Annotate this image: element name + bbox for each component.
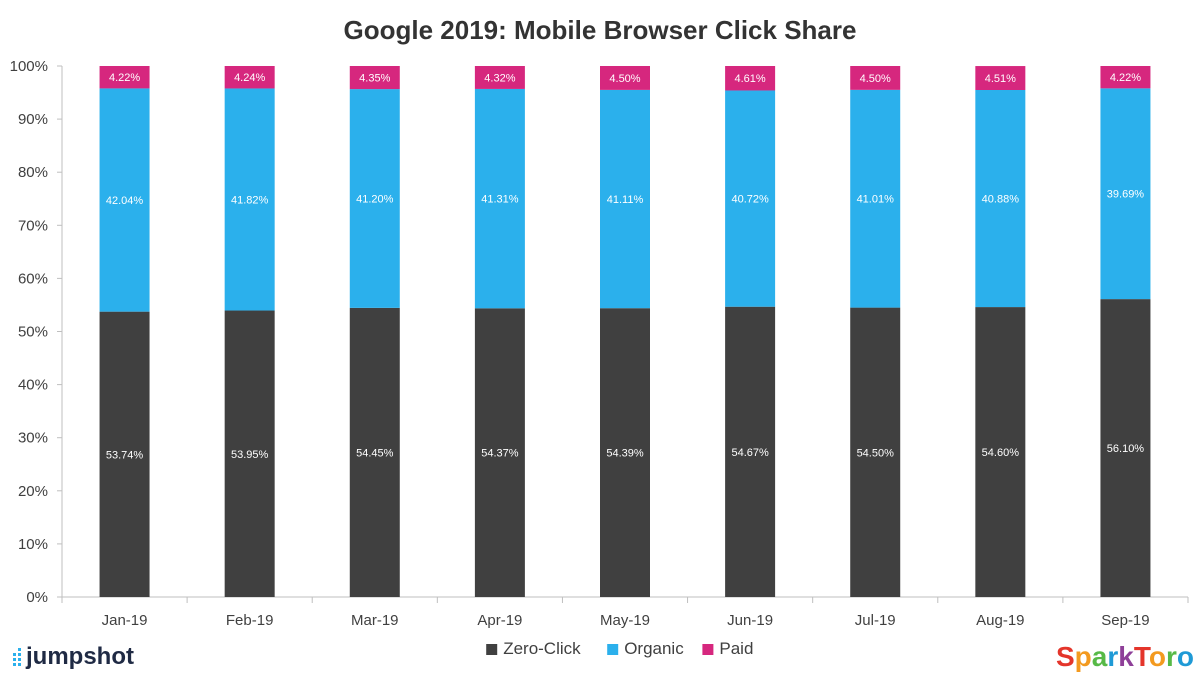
bar-zero-click <box>725 306 776 597</box>
y-tick-label: 70% <box>18 217 48 234</box>
bar-organic <box>850 89 901 308</box>
y-tick-label: 40% <box>18 377 48 394</box>
x-tick-label: Jan-19 <box>102 612 148 629</box>
jumpshot-dots-icon <box>13 648 21 666</box>
legend-swatch <box>702 644 714 655</box>
legend-swatch <box>486 644 498 655</box>
bar-paid <box>850 66 901 90</box>
y-tick-label: 0% <box>26 589 48 606</box>
data-label: 40.88% <box>982 194 1020 206</box>
jumpshot-dot <box>13 653 16 656</box>
bars <box>99 66 1151 597</box>
data-labels: 53.74% 42.04% 4.22% 53.95% 41.82% 4.24% 54.45%… <box>106 72 1144 461</box>
data-label: 4.32% <box>484 72 515 84</box>
y-tick-label: 30% <box>18 430 48 447</box>
jumpshot-dot <box>18 653 21 656</box>
bar-zero-click <box>99 311 150 597</box>
bar-paid <box>224 66 275 89</box>
jumpshot-logo-text: jumpshot <box>25 643 134 670</box>
bar-paid <box>600 66 650 90</box>
y-tick-label: 20% <box>18 483 48 500</box>
x-tick-label: Jun-19 <box>727 612 773 629</box>
bar-organic <box>725 90 776 307</box>
data-label: 53.74% <box>106 449 144 461</box>
data-label: 4.22% <box>109 72 140 84</box>
bar-paid <box>975 66 1026 91</box>
jumpshot-dot <box>13 663 16 666</box>
legend: Zero-Click Organic Paid <box>486 639 753 658</box>
jumpshot-dot <box>18 658 21 661</box>
data-label: 41.11% <box>607 194 644 206</box>
jumpshot-dot <box>13 658 16 661</box>
bar-paid <box>725 66 776 91</box>
legend-label: Zero-Click <box>503 639 581 658</box>
data-label: 4.51% <box>985 73 1016 85</box>
y-tick-label: 90% <box>18 111 48 128</box>
legend-label: Paid <box>719 639 753 658</box>
y-axis: 0% 10% 20% 30% 40% 50% 60% 70% 80% 90% 100% <box>10 58 63 606</box>
x-tick-label: May-19 <box>600 612 650 629</box>
x-tick-label: Apr-19 <box>477 612 522 629</box>
data-label: 54.60% <box>982 447 1020 459</box>
data-label: 53.95% <box>231 449 269 461</box>
bar-organic <box>975 90 1026 308</box>
jumpshot-dot <box>18 663 21 666</box>
y-tick-label: 80% <box>18 164 48 181</box>
bar-organic <box>99 88 150 312</box>
bar-paid <box>1100 66 1151 89</box>
bar-zero-click <box>474 308 525 597</box>
x-tick-label: Feb-19 <box>226 612 274 629</box>
data-label: 4.61% <box>735 73 766 85</box>
jumpshot-logo: jumpshot <box>13 643 134 670</box>
bar-organic <box>600 89 650 309</box>
data-label: 42.04% <box>106 195 144 207</box>
chart-title: Google 2019: Mobile Browser Click Share <box>344 15 857 45</box>
bar-zero-click <box>850 307 901 597</box>
x-tick-label: Jul-19 <box>855 612 896 629</box>
data-label: 54.67% <box>731 447 769 459</box>
x-axis: Jan-19 Feb-19 Mar-19 Apr-19 May-19 Jun-19 Jul-… <box>61 596 1189 629</box>
data-label: 40.72% <box>731 194 769 206</box>
bar-paid <box>474 66 525 89</box>
data-label: 41.82% <box>231 194 269 206</box>
bar-paid <box>99 66 150 89</box>
jumpshot-dot <box>18 648 21 651</box>
bar-organic <box>349 89 400 308</box>
bar-paid <box>349 66 400 90</box>
bar-organic <box>224 88 275 311</box>
data-label: 4.50% <box>609 73 640 85</box>
bar-organic <box>474 88 525 309</box>
y-tick-label: 60% <box>18 270 48 287</box>
sparktoro-logo: SparkToro <box>1056 641 1194 672</box>
data-label: 54.37% <box>481 448 519 460</box>
bar-zero-click <box>349 307 400 597</box>
bar-zero-click <box>1100 299 1151 597</box>
data-label: 56.10% <box>1107 443 1145 455</box>
data-label: 54.39% <box>606 448 644 460</box>
y-tick-label: 100% <box>10 58 48 75</box>
x-tick-label: Sep-19 <box>1101 612 1149 629</box>
y-tick-label: 50% <box>18 324 48 341</box>
data-label: 4.35% <box>359 73 390 85</box>
data-label: 54.45% <box>356 447 394 459</box>
bar-organic <box>1100 88 1151 300</box>
legend-label: Organic <box>624 639 684 658</box>
x-tick-label: Mar-19 <box>351 612 399 629</box>
x-tick-label: Aug-19 <box>976 612 1024 629</box>
data-label: 41.31% <box>481 194 519 206</box>
bar-zero-click <box>600 308 650 597</box>
bar-zero-click <box>975 307 1026 597</box>
data-label: 4.24% <box>234 72 265 84</box>
data-label: 41.20% <box>356 193 394 205</box>
y-tick-label: 10% <box>18 536 48 553</box>
data-label: 4.50% <box>860 73 891 85</box>
legend-swatch <box>607 644 619 655</box>
data-label: 41.01% <box>857 194 895 206</box>
data-label: 39.69% <box>1107 189 1145 201</box>
bar-zero-click <box>224 310 275 597</box>
data-label: 4.22% <box>1110 72 1141 84</box>
data-label: 54.50% <box>857 447 895 459</box>
